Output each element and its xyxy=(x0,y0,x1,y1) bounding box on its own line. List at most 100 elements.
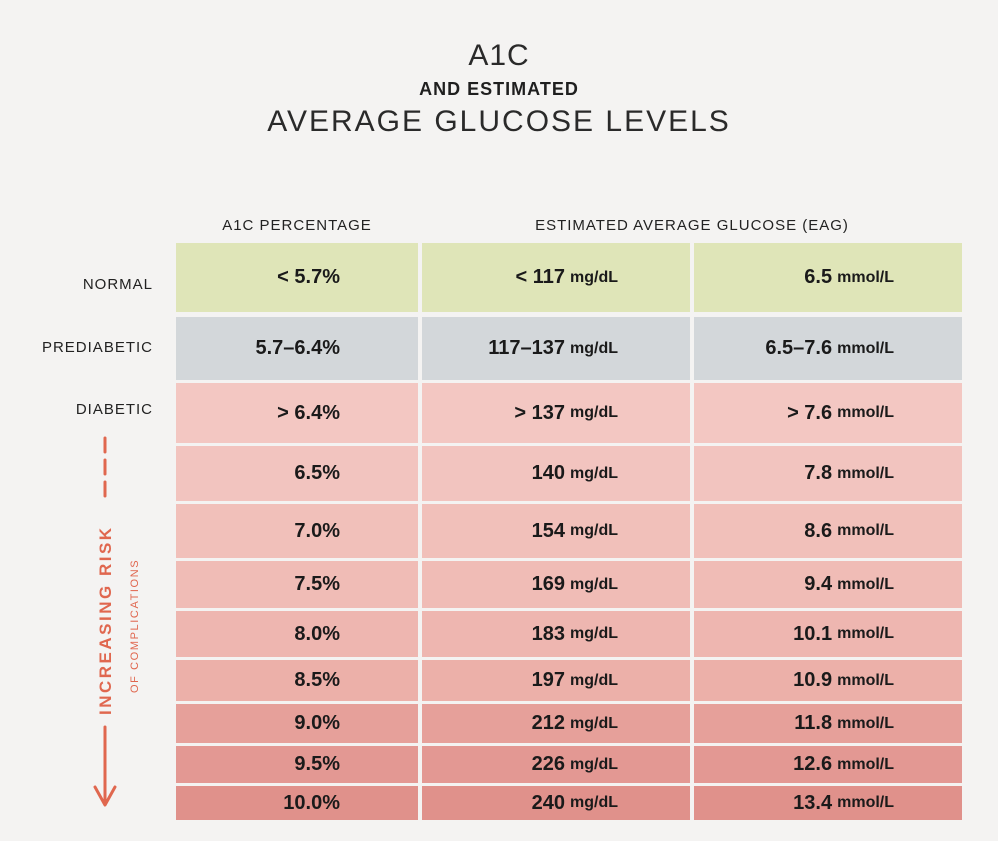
mgdl-cell: 240 mg/dL xyxy=(422,786,690,820)
cell-value: 154 xyxy=(531,519,565,542)
cell-unit: mmol/L xyxy=(837,339,894,357)
cell-unit: mg/dL xyxy=(570,404,618,421)
mgdl-cell: 226 mg/dL xyxy=(422,746,690,783)
cell-unit: mg/dL xyxy=(570,625,618,642)
eag-column-header: ESTIMATED AVERAGE GLUCOSE (EAG) xyxy=(535,217,849,234)
cell-unit: mg/dL xyxy=(570,755,618,773)
cell-unit: mmol/L xyxy=(837,404,894,421)
mgdl-cell: < 117 mg/dL xyxy=(422,243,690,312)
cell-value: 6.5 xyxy=(804,266,833,288)
increasing-risk-indicator: INCREASING RISK OF COMPLICATIONS xyxy=(88,430,148,815)
cell-unit: mg/dL xyxy=(570,671,618,689)
cell-unit: mmol/L xyxy=(837,625,894,642)
cell-value: 10.1 xyxy=(793,622,833,645)
a1c-cell: 5.7–6.4% xyxy=(176,317,418,380)
cell-value: 212 xyxy=(531,712,565,734)
mmol-cell: 7.8 mmol/L xyxy=(694,446,962,501)
mgdl-cell: 169 mg/dL xyxy=(422,561,690,608)
category-label-normal: NORMAL xyxy=(82,276,153,293)
cell-value: < 117 xyxy=(515,266,565,288)
cell-value: 240 xyxy=(531,791,565,814)
cell-value: 7.8 xyxy=(804,462,833,484)
cell-value: 197 xyxy=(531,669,565,691)
cell-value: 226 xyxy=(531,753,565,775)
mmol-cell: 13.4 mmol/L xyxy=(694,786,962,820)
mgdl-cell: 212 mg/dL xyxy=(422,704,690,743)
complications-label: OF COMPLICATIONS xyxy=(129,558,141,693)
cell-unit: mg/dL xyxy=(570,794,618,811)
cell-unit: mg/dL xyxy=(570,339,618,357)
cell-unit: mmol/L xyxy=(837,268,894,286)
cell-value: 183 xyxy=(531,622,565,645)
cell-unit: mg/dL xyxy=(570,464,618,482)
cell-value: 8.6 xyxy=(804,519,833,542)
a1c-column-header: A1C PERCENTAGE xyxy=(222,217,372,234)
cell-value: 5.7–6.4% xyxy=(255,337,340,359)
cell-value: 9.4 xyxy=(804,573,833,595)
mmol-cell: 6.5–7.6 mmol/L xyxy=(694,317,962,380)
cell-value: 169 xyxy=(531,573,565,595)
cell-unit: mg/dL xyxy=(570,575,618,593)
cell-unit: mg/dL xyxy=(570,522,618,539)
cell-value: > 137 xyxy=(514,401,565,424)
cell-unit: mmol/L xyxy=(837,755,894,773)
a1c-cell: > 6.4% xyxy=(176,383,418,443)
a1c-cell: 9.0% xyxy=(176,704,418,743)
category-label-diabetic: DIABETIC xyxy=(75,401,153,418)
cell-value: 7.5% xyxy=(294,573,340,595)
mmol-cell: 12.6 mmol/L xyxy=(694,746,962,783)
cell-value: 10.9 xyxy=(793,669,833,691)
mmol-cell: 11.8 mmol/L xyxy=(694,704,962,743)
cell-value: < 5.7% xyxy=(277,266,340,288)
a1c-cell: 8.0% xyxy=(176,611,418,657)
risk-arrow xyxy=(93,436,117,807)
cell-unit: mmol/L xyxy=(837,575,894,593)
mmol-cell: 9.4 mmol/L xyxy=(694,561,962,608)
a1c-cell: 10.0% xyxy=(176,786,418,820)
cell-value: 11.8 xyxy=(794,712,833,734)
a1c-cell: 7.5% xyxy=(176,561,418,608)
increasing-risk-label: INCREASING RISK xyxy=(96,525,115,715)
cell-value: 6.5–7.6 xyxy=(765,337,833,359)
cell-unit: mmol/L xyxy=(837,464,894,482)
cell-unit: mg/dL xyxy=(570,268,618,286)
cell-value: 9.5% xyxy=(294,753,340,775)
a1c-cell: 7.0% xyxy=(176,504,418,558)
title-line-3: AVERAGE GLUCOSE LEVELS xyxy=(267,105,731,138)
mgdl-cell: 197 mg/dL xyxy=(422,660,690,701)
mmol-cell: 10.1 mmol/L xyxy=(694,611,962,657)
mmol-cell: 6.5 mmol/L xyxy=(694,243,962,312)
mgdl-cell: 154 mg/dL xyxy=(422,504,690,558)
cell-value: 10.0% xyxy=(283,791,340,814)
cell-value: 8.5% xyxy=(294,669,340,691)
a1c-cell: 9.5% xyxy=(176,746,418,783)
cell-value: 13.4 xyxy=(793,791,833,814)
title-line-2: AND ESTIMATED xyxy=(419,79,579,99)
cell-value: 140 xyxy=(531,462,565,484)
a1c-cell: 6.5% xyxy=(176,446,418,501)
cell-value: 9.0% xyxy=(294,712,340,734)
mmol-cell: 8.6 mmol/L xyxy=(694,504,962,558)
title-block: A1C AND ESTIMATED AVERAGE GLUCOSE LEVELS xyxy=(0,38,998,142)
category-label-prediabetic: PREDIABETIC xyxy=(41,339,153,356)
a1c-cell: < 5.7% xyxy=(176,243,418,312)
mgdl-cell: 117–137 mg/dL xyxy=(422,317,690,380)
mgdl-cell: 183 mg/dL xyxy=(422,611,690,657)
a1c-cell: 8.5% xyxy=(176,660,418,701)
mgdl-cell: 140 mg/dL xyxy=(422,446,690,501)
cell-value: 8.0% xyxy=(294,622,340,645)
cell-value: 7.0% xyxy=(294,519,340,542)
cell-value: 117–137 xyxy=(488,337,565,359)
cell-value: 12.6 xyxy=(793,753,833,775)
mmol-cell: > 7.6 mmol/L xyxy=(694,383,962,443)
cell-value: > 6.4% xyxy=(277,401,340,424)
cell-unit: mmol/L xyxy=(837,794,894,811)
cell-unit: mmol/L xyxy=(837,714,894,732)
cell-unit: mg/dL xyxy=(570,714,618,732)
cell-value: 6.5% xyxy=(294,462,340,484)
mmol-cell: 10.9 mmol/L xyxy=(694,660,962,701)
cell-unit: mmol/L xyxy=(837,671,894,689)
cell-unit: mmol/L xyxy=(837,522,894,539)
cell-value: > 7.6 xyxy=(787,401,833,424)
title-line-1: A1C xyxy=(468,39,530,72)
